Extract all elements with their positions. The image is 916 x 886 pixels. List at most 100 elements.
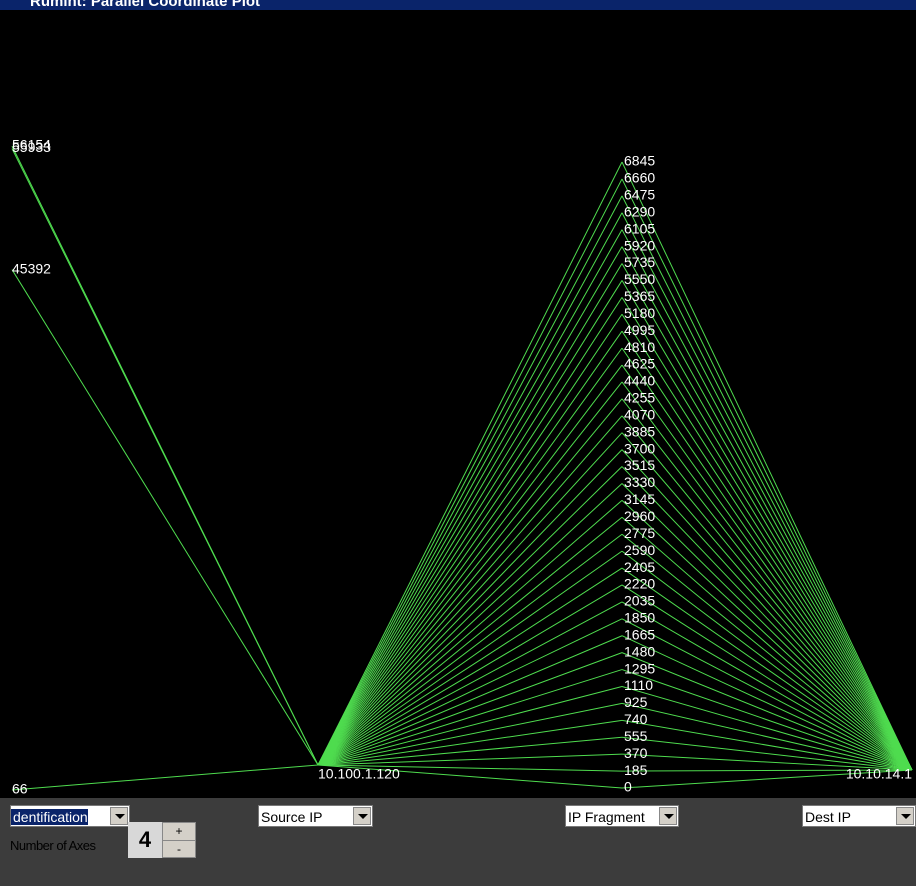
- axis-value: 3330: [624, 474, 655, 490]
- record-line: [621, 381, 913, 771]
- record-line: [621, 516, 913, 771]
- record-line: [317, 584, 623, 766]
- record-line: [621, 314, 913, 771]
- record-line: [11, 764, 319, 791]
- axis-value: 6475: [624, 187, 655, 203]
- record-line: [621, 601, 913, 771]
- axis-value: 6660: [624, 170, 655, 186]
- record-line: [317, 483, 623, 766]
- record-line: [621, 364, 913, 771]
- axis-value: 4255: [624, 390, 655, 406]
- record-line: [621, 297, 913, 771]
- axis-value: 0: [624, 779, 632, 795]
- record-line: [317, 212, 623, 766]
- axis-value: 3145: [624, 491, 655, 507]
- record-line: [317, 753, 623, 766]
- record-line: [317, 669, 623, 766]
- axis-value: 66: [12, 781, 28, 797]
- axis-value: 555: [624, 728, 648, 744]
- axis-value: 10.10.14.1: [846, 766, 912, 782]
- window-title: Rumint: Parallel Coordinate Plot: [30, 0, 260, 10]
- axis-selector[interactable]: IP Fragment: [565, 805, 679, 827]
- dropdown-button[interactable]: [110, 807, 128, 825]
- record-line: [621, 669, 913, 771]
- axis-selector[interactable]: Source IP: [258, 805, 373, 827]
- axis-value: 185: [624, 762, 648, 778]
- axes-label: Number of Axes: [10, 838, 96, 853]
- axis-value: 5550: [624, 271, 655, 287]
- record-line: [317, 500, 623, 766]
- record-line: [621, 533, 913, 771]
- record-line: [621, 567, 913, 771]
- record-line: [317, 381, 623, 766]
- record-line: [317, 246, 623, 766]
- record-line: [621, 769, 913, 789]
- axis-value: 5365: [624, 288, 655, 304]
- selector-text: IP Fragment: [568, 809, 645, 825]
- record-line: [317, 702, 623, 766]
- dropdown-button[interactable]: [353, 807, 371, 825]
- record-line: [621, 635, 913, 771]
- plot-area: [0, 10, 916, 798]
- axis-selector[interactable]: dentification: [10, 805, 130, 827]
- dropdown-button[interactable]: [659, 807, 677, 825]
- record-line: [317, 195, 623, 766]
- axis-value: 5920: [624, 237, 655, 253]
- spinner[interactable]: + -: [162, 822, 196, 858]
- axis-value: 1110: [624, 677, 653, 693]
- record-line: [317, 516, 623, 766]
- selector-text: Source IP: [261, 809, 323, 825]
- axis-value: 4440: [624, 373, 655, 389]
- record-line: [621, 347, 913, 771]
- record-line: [621, 161, 913, 771]
- record-line: [317, 567, 623, 766]
- record-line: [317, 229, 623, 766]
- axis-value: 2035: [624, 593, 655, 609]
- record-line: [621, 753, 913, 771]
- axes-count[interactable]: 4: [128, 822, 162, 858]
- axis-value: 740: [624, 711, 648, 727]
- record-line: [621, 432, 913, 771]
- record-line: [317, 686, 623, 766]
- record-line: [317, 449, 623, 766]
- record-line: [621, 483, 913, 771]
- record-line: [621, 584, 913, 771]
- record-line: [621, 618, 913, 771]
- axis-value: 2405: [624, 559, 655, 575]
- record-line: [317, 764, 623, 789]
- axis-selector[interactable]: Dest IP: [802, 805, 916, 827]
- axis-value: 1480: [624, 643, 655, 659]
- axis-value: 1295: [624, 660, 655, 676]
- axis-value: 6105: [624, 220, 655, 236]
- record-line: [621, 466, 913, 771]
- record-line: [11, 269, 319, 766]
- record-line: [317, 432, 623, 766]
- record-line: [317, 161, 623, 766]
- axis-value: 2775: [624, 525, 655, 541]
- record-line: [317, 618, 623, 766]
- record-line: [621, 398, 913, 771]
- record-line: [621, 736, 913, 771]
- axis-value: 55933: [12, 139, 51, 155]
- record-line: [317, 466, 623, 766]
- dropdown-button[interactable]: [896, 807, 914, 825]
- record-line: [317, 736, 623, 766]
- record-line: [621, 415, 913, 771]
- axis-value: 1665: [624, 626, 655, 642]
- record-line: [317, 398, 623, 766]
- axis-value: 2590: [624, 542, 655, 558]
- axis-value: 2220: [624, 576, 655, 592]
- record-line: [317, 364, 623, 766]
- record-line: [621, 719, 913, 771]
- record-line: [621, 769, 913, 772]
- axis-value: 370: [624, 745, 648, 761]
- axis-value: 3515: [624, 457, 655, 473]
- record-line: [11, 148, 319, 766]
- record-line: [317, 601, 623, 766]
- record-line: [621, 212, 913, 771]
- record-line: [621, 550, 913, 771]
- axis-value: 6290: [624, 203, 655, 219]
- record-line: [317, 280, 623, 766]
- record-line: [317, 297, 623, 766]
